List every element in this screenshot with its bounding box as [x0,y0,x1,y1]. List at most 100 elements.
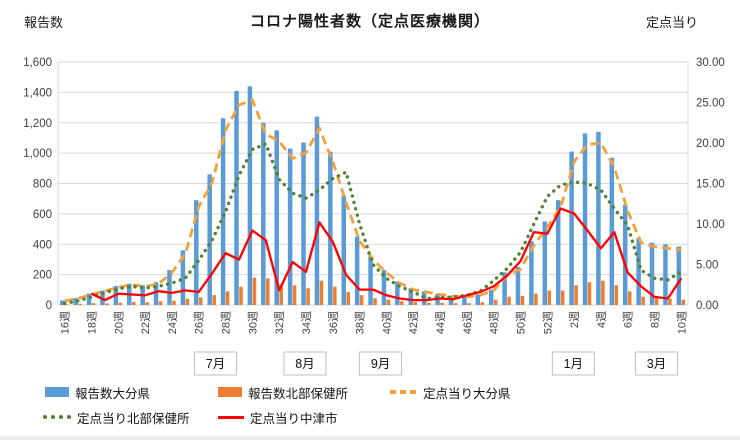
bar-oita [180,250,186,305]
bar-hokubu [145,302,149,305]
bar-oita [582,133,588,305]
bar-hokubu [239,286,243,305]
bar-hokubu [614,285,619,305]
bar-oita [542,221,548,305]
bar-oita [663,244,668,305]
bar-oita [636,238,641,305]
x-tick-label: 24週 [166,311,179,334]
bar-oita [328,151,333,305]
legend-item-teiten-oita: 定点当り大分県 [390,384,511,401]
bar-oita [569,151,574,305]
bar-hokubu [627,291,632,305]
y-left-tick-label: 800 [33,179,52,191]
bar-hokubu [386,299,391,305]
bar-hokubu [440,302,444,305]
chart-title: コロナ陽性者数（定点医療機関） [249,13,490,30]
dashed-line-swatch-icon [390,390,417,394]
bar-hokubu [225,291,230,305]
bar-hokubu [118,302,123,305]
bar-oita [167,270,172,305]
x-tick-label: 40週 [380,311,393,334]
bar-oita [247,86,253,305]
x-tick-label: 52週 [541,311,554,334]
bar-oita [261,122,266,305]
bar-hokubu [654,298,659,305]
x-tick-label: 46週 [461,311,474,334]
y-left-tick-label: 0 [46,300,52,312]
x-tick-label: 8週 [648,311,661,328]
bar-hokubu [292,285,297,305]
x-tick-label: 48週 [488,311,501,334]
legend-item-teiten-nakatsu: 定点当り中津市 [218,409,338,426]
y-right-tick-label: 30.00 [696,57,725,69]
legend-label: 定点当り北部保健所 [77,411,190,426]
bar-oita [153,282,159,305]
dotted-line-swatch-icon [43,415,71,420]
x-tick-label: 42週 [407,311,420,334]
bar-oita [287,148,293,305]
month-box-label: 8月 [295,357,314,371]
month-box [551,351,595,376]
bar-hokubu [185,298,190,305]
bar-oita [555,200,561,305]
red-line-swatch-icon [218,415,244,419]
legend-label: 定点当り大分県 [423,386,511,401]
bar-hokubu [453,303,458,305]
x-tick-label: 28週 [220,311,233,334]
bar-hokubu [681,299,686,305]
x-tick-label: 26週 [193,311,206,334]
y-left-tick-label: 1,200 [23,118,52,130]
month-box-label: 9月 [371,357,390,371]
x-tick-label: 18週 [86,311,99,334]
plot-border [57,61,689,306]
bar-oita [274,130,279,305]
bar-hokubu [78,303,82,305]
y-left-tick-label: 600 [33,209,52,221]
x-tick-label: 20週 [112,311,125,334]
x-tick-label: 10週 [675,311,688,334]
bar-oita [622,204,628,305]
month-box [635,351,678,376]
bar-hokubu [507,296,511,305]
bar-hokubu [306,288,310,305]
y-left-tick-label: 200 [33,270,52,282]
blue-bar-swatch-icon [45,387,69,397]
month-box-label: 7月 [206,357,225,371]
bar-oita [609,157,615,305]
bar-hokubu [668,298,672,305]
bar-hokubu [587,282,592,305]
legend-label: 定点当り中津市 [250,411,338,426]
y-right-tick-label: 20.00 [696,138,725,150]
bar-oita [488,289,494,305]
x-tick-label: 22週 [139,311,152,334]
bar-oita [341,195,346,305]
bar-hokubu [534,293,538,305]
y-right-tick-label: 10.00 [696,219,725,231]
bar-oita [515,267,521,305]
left-axis-title: 報告数 [24,15,64,30]
bar-oita [314,116,320,305]
bar-hokubu [212,295,216,305]
x-tick-label: 32週 [273,311,286,334]
x-tick-label: 6週 [622,311,635,328]
bar-oita [194,200,199,305]
x-tick-label: 44週 [434,311,447,334]
chart-plot-area: 0 200 400 600 800 1,000 1,200 1,400 1,600 0.00 5.0… [23,57,725,376]
bar-hokubu [172,300,176,305]
bar-oita [220,118,226,305]
y-left-tick-label: 400 [33,239,52,251]
bar-hokubu [574,285,578,305]
bar-hokubu [333,286,337,305]
x-tick-label: 30週 [246,311,259,334]
bar-hokubu [480,302,485,305]
x-tick-label: 16週 [59,311,72,334]
bar-oita [676,246,682,305]
bar-oita [354,236,360,305]
y-right-tick-label: 25.00 [696,98,725,110]
y-right-tick-label: 15.00 [696,179,725,191]
bar-oita [86,293,92,305]
bar-oita [301,142,306,305]
bar-hokubu [520,295,525,305]
bar-hokubu [641,296,645,305]
bar-hokubu [199,297,203,305]
